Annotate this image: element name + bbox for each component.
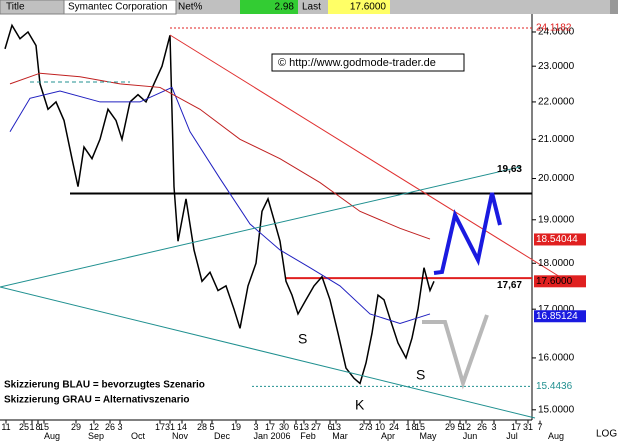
x-tick-label: 13: [299, 422, 309, 432]
y-tick-label: 16.0000: [538, 353, 575, 364]
price-label: 24.1182: [536, 23, 572, 34]
price-label-box: [534, 233, 586, 246]
scenario-blue: [433, 192, 502, 275]
net-label: Net%: [178, 2, 203, 13]
x-month-label: Sep: [88, 431, 104, 441]
x-tick-label: 19: [231, 422, 241, 432]
close-box[interactable]: [610, 0, 618, 14]
header-title: Title: [6, 2, 25, 13]
y-tick-label: 24.0000: [538, 27, 575, 38]
x-month-label: May: [419, 431, 437, 441]
x-tick-label: 26: [477, 422, 487, 432]
x-tick-label: 6: [293, 422, 298, 432]
x-tick-label: 1: [405, 422, 410, 432]
x-tick-label: 25: [19, 422, 29, 432]
x-tick-label: 14: [177, 422, 187, 432]
x-tick-label: 3: [253, 422, 258, 432]
x-tick-label: 13: [331, 422, 341, 432]
x-tick-label: 7: [537, 422, 542, 432]
x-tick-label: 3: [117, 422, 122, 432]
name-box: [63, 0, 177, 15]
x-month-label: Aug: [44, 431, 60, 441]
x-tick-label: 26: [105, 422, 115, 432]
note: Skizzierung GRAU = Alternativszenario: [4, 395, 190, 406]
y-tick-label: 17.0000: [538, 304, 575, 315]
x-tick-label: 17: [265, 422, 275, 432]
series-line: [9, 86, 431, 325]
y-tick-label: 15.0000: [538, 404, 575, 415]
x-tick-label: 15: [39, 422, 49, 432]
series-line: [4, 23, 435, 385]
x-tick-label: 24: [389, 422, 399, 432]
level-label: 19,63: [497, 164, 522, 175]
trend-line: [0, 166, 521, 288]
x-tick-label: 15: [415, 422, 425, 432]
last-value: 17.6000: [350, 2, 387, 13]
x-tick-label: 31: [165, 422, 175, 432]
price-label: 15.4436: [536, 381, 573, 392]
y-tick-label: 20.0000: [538, 173, 575, 184]
x-tick-label: 27: [311, 422, 321, 432]
x-tick-label: 3: [491, 422, 496, 432]
x-tick-label: 5: [457, 422, 462, 432]
net-value: 2.98: [275, 2, 295, 13]
x-tick-label: 11: [1, 422, 10, 432]
x-tick-label: 10: [375, 422, 385, 432]
x-month-label: Oct: [131, 431, 146, 441]
notes-box: [0, 376, 252, 408]
y-tick-label: 22.0000: [538, 97, 575, 108]
price-label: 18.54044: [536, 234, 578, 245]
header-name: Symantec Corporation: [68, 2, 168, 13]
price-label-box: [534, 310, 586, 323]
y-tick-label: 21.0000: [538, 134, 575, 145]
copyright: © http://www.godmode-trader.de: [278, 57, 436, 69]
price-label: 16.85124: [536, 311, 578, 322]
scenario-gray: [422, 314, 489, 390]
price-label-box: [534, 275, 586, 288]
x-tick-label: 27: [359, 422, 369, 432]
x-tick-label: 12: [89, 422, 99, 432]
x-month-label: Mar: [332, 431, 348, 441]
x-tick-label: 29: [445, 422, 455, 432]
x-tick-label: 31: [523, 422, 533, 432]
x-tick-label: 30: [279, 422, 289, 432]
x-tick-label: 8: [411, 422, 416, 432]
trend-line: [169, 34, 566, 281]
x-month-label: Feb: [300, 431, 316, 441]
price-label: 17.6000: [536, 276, 573, 287]
x-month-label: Jan 2006: [253, 431, 290, 441]
x-tick-label: 5: [209, 422, 214, 432]
net-box: [240, 0, 298, 14]
x-tick-label: 12: [461, 422, 471, 432]
copyright-box: [271, 53, 465, 72]
annotation: K: [355, 397, 365, 413]
last-label: Last: [302, 2, 321, 13]
y-tick-label: 19.0000: [538, 214, 575, 225]
x-tick-label: 17: [511, 422, 521, 432]
y-tick-label: 18.0000: [538, 258, 575, 269]
x-month-label: Aug: [548, 431, 564, 441]
note: Skizzierung BLAU = bevorzugtes Szenario: [4, 380, 205, 391]
series-line: [9, 72, 431, 240]
last-box: [328, 0, 390, 14]
x-tick-label: 6: [327, 422, 332, 432]
x-month-label: Nov: [172, 431, 189, 441]
x-month-label: Dec: [214, 431, 231, 441]
x-tick-label: 3: [367, 422, 372, 432]
x-tick-label: 1: [29, 422, 34, 432]
trend-line: [0, 286, 536, 419]
x-month-label: Jun: [463, 431, 478, 441]
x-month-label: Apr: [381, 431, 395, 441]
scale-label: LOG: [596, 429, 617, 440]
x-tick-label: 8: [35, 422, 40, 432]
annotation: S: [416, 367, 425, 383]
x-tick-label: 17: [155, 422, 165, 432]
x-tick-label: 28: [197, 422, 207, 432]
level-label: 17,67: [497, 280, 522, 291]
y-tick-label: 23.0000: [538, 61, 575, 72]
annotation: S: [298, 331, 307, 347]
x-month-label: Jul: [506, 431, 518, 441]
x-tick-label: 29: [71, 422, 81, 432]
